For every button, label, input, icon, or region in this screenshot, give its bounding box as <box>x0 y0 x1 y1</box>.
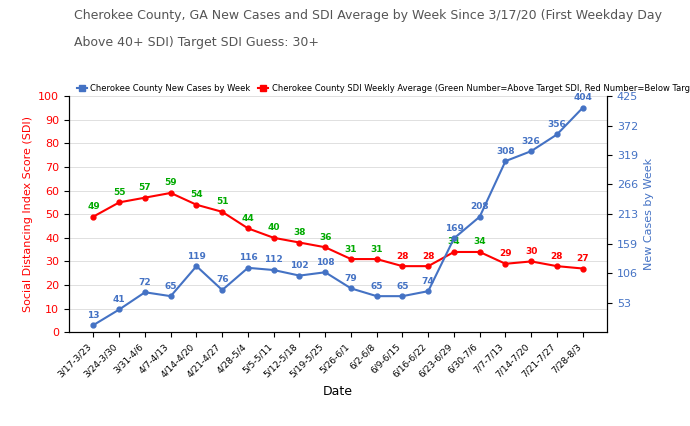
Text: 74: 74 <box>422 276 435 285</box>
Text: Cherokee County, GA New Cases and SDI Average by Week Since 3/17/20 (First Weekd: Cherokee County, GA New Cases and SDI Av… <box>75 9 662 22</box>
Y-axis label: Social Distancing Index Score (SDI): Social Distancing Index Score (SDI) <box>23 116 32 312</box>
Text: Above 40+ SDI) Target SDI Guess: 30+: Above 40+ SDI) Target SDI Guess: 30+ <box>75 36 319 49</box>
Legend: Cherokee County New Cases by Week, Cherokee County SDI Weekly Average (Green Num: Cherokee County New Cases by Week, Chero… <box>73 81 690 97</box>
Text: 76: 76 <box>216 276 228 285</box>
Text: 28: 28 <box>396 252 408 261</box>
Text: 65: 65 <box>371 282 383 291</box>
Text: 40: 40 <box>268 223 280 232</box>
Text: 29: 29 <box>499 249 512 258</box>
Text: 31: 31 <box>371 245 383 253</box>
Text: 102: 102 <box>290 261 309 270</box>
Text: 44: 44 <box>241 214 255 223</box>
Text: 51: 51 <box>216 197 228 206</box>
Text: 13: 13 <box>87 311 100 320</box>
Y-axis label: New Cases by Week: New Cases by Week <box>644 158 653 270</box>
Text: 28: 28 <box>551 252 563 261</box>
Text: 34: 34 <box>473 237 486 246</box>
Text: 54: 54 <box>190 190 203 199</box>
Text: 65: 65 <box>396 282 408 291</box>
Text: 208: 208 <box>471 202 489 211</box>
Text: 31: 31 <box>345 245 357 253</box>
Text: 119: 119 <box>187 252 206 261</box>
Text: 57: 57 <box>139 183 151 192</box>
Text: 308: 308 <box>496 147 515 155</box>
Text: 36: 36 <box>319 233 331 242</box>
X-axis label: Date: Date <box>323 385 353 398</box>
Text: 72: 72 <box>139 278 151 287</box>
Text: 55: 55 <box>113 188 126 197</box>
Text: 326: 326 <box>522 137 540 146</box>
Text: 41: 41 <box>113 295 126 304</box>
Text: 169: 169 <box>444 224 464 233</box>
Text: 49: 49 <box>87 202 100 211</box>
Text: 27: 27 <box>576 254 589 263</box>
Text: 79: 79 <box>344 274 357 283</box>
Text: 112: 112 <box>264 256 283 265</box>
Text: 38: 38 <box>293 228 306 237</box>
Text: 28: 28 <box>422 252 435 261</box>
Text: 34: 34 <box>448 237 460 246</box>
Text: 30: 30 <box>525 247 538 256</box>
Text: 116: 116 <box>239 253 257 262</box>
Text: 65: 65 <box>164 282 177 291</box>
Text: 59: 59 <box>164 178 177 187</box>
Text: 404: 404 <box>573 93 592 102</box>
Text: 356: 356 <box>548 120 566 129</box>
Text: 108: 108 <box>316 258 335 267</box>
